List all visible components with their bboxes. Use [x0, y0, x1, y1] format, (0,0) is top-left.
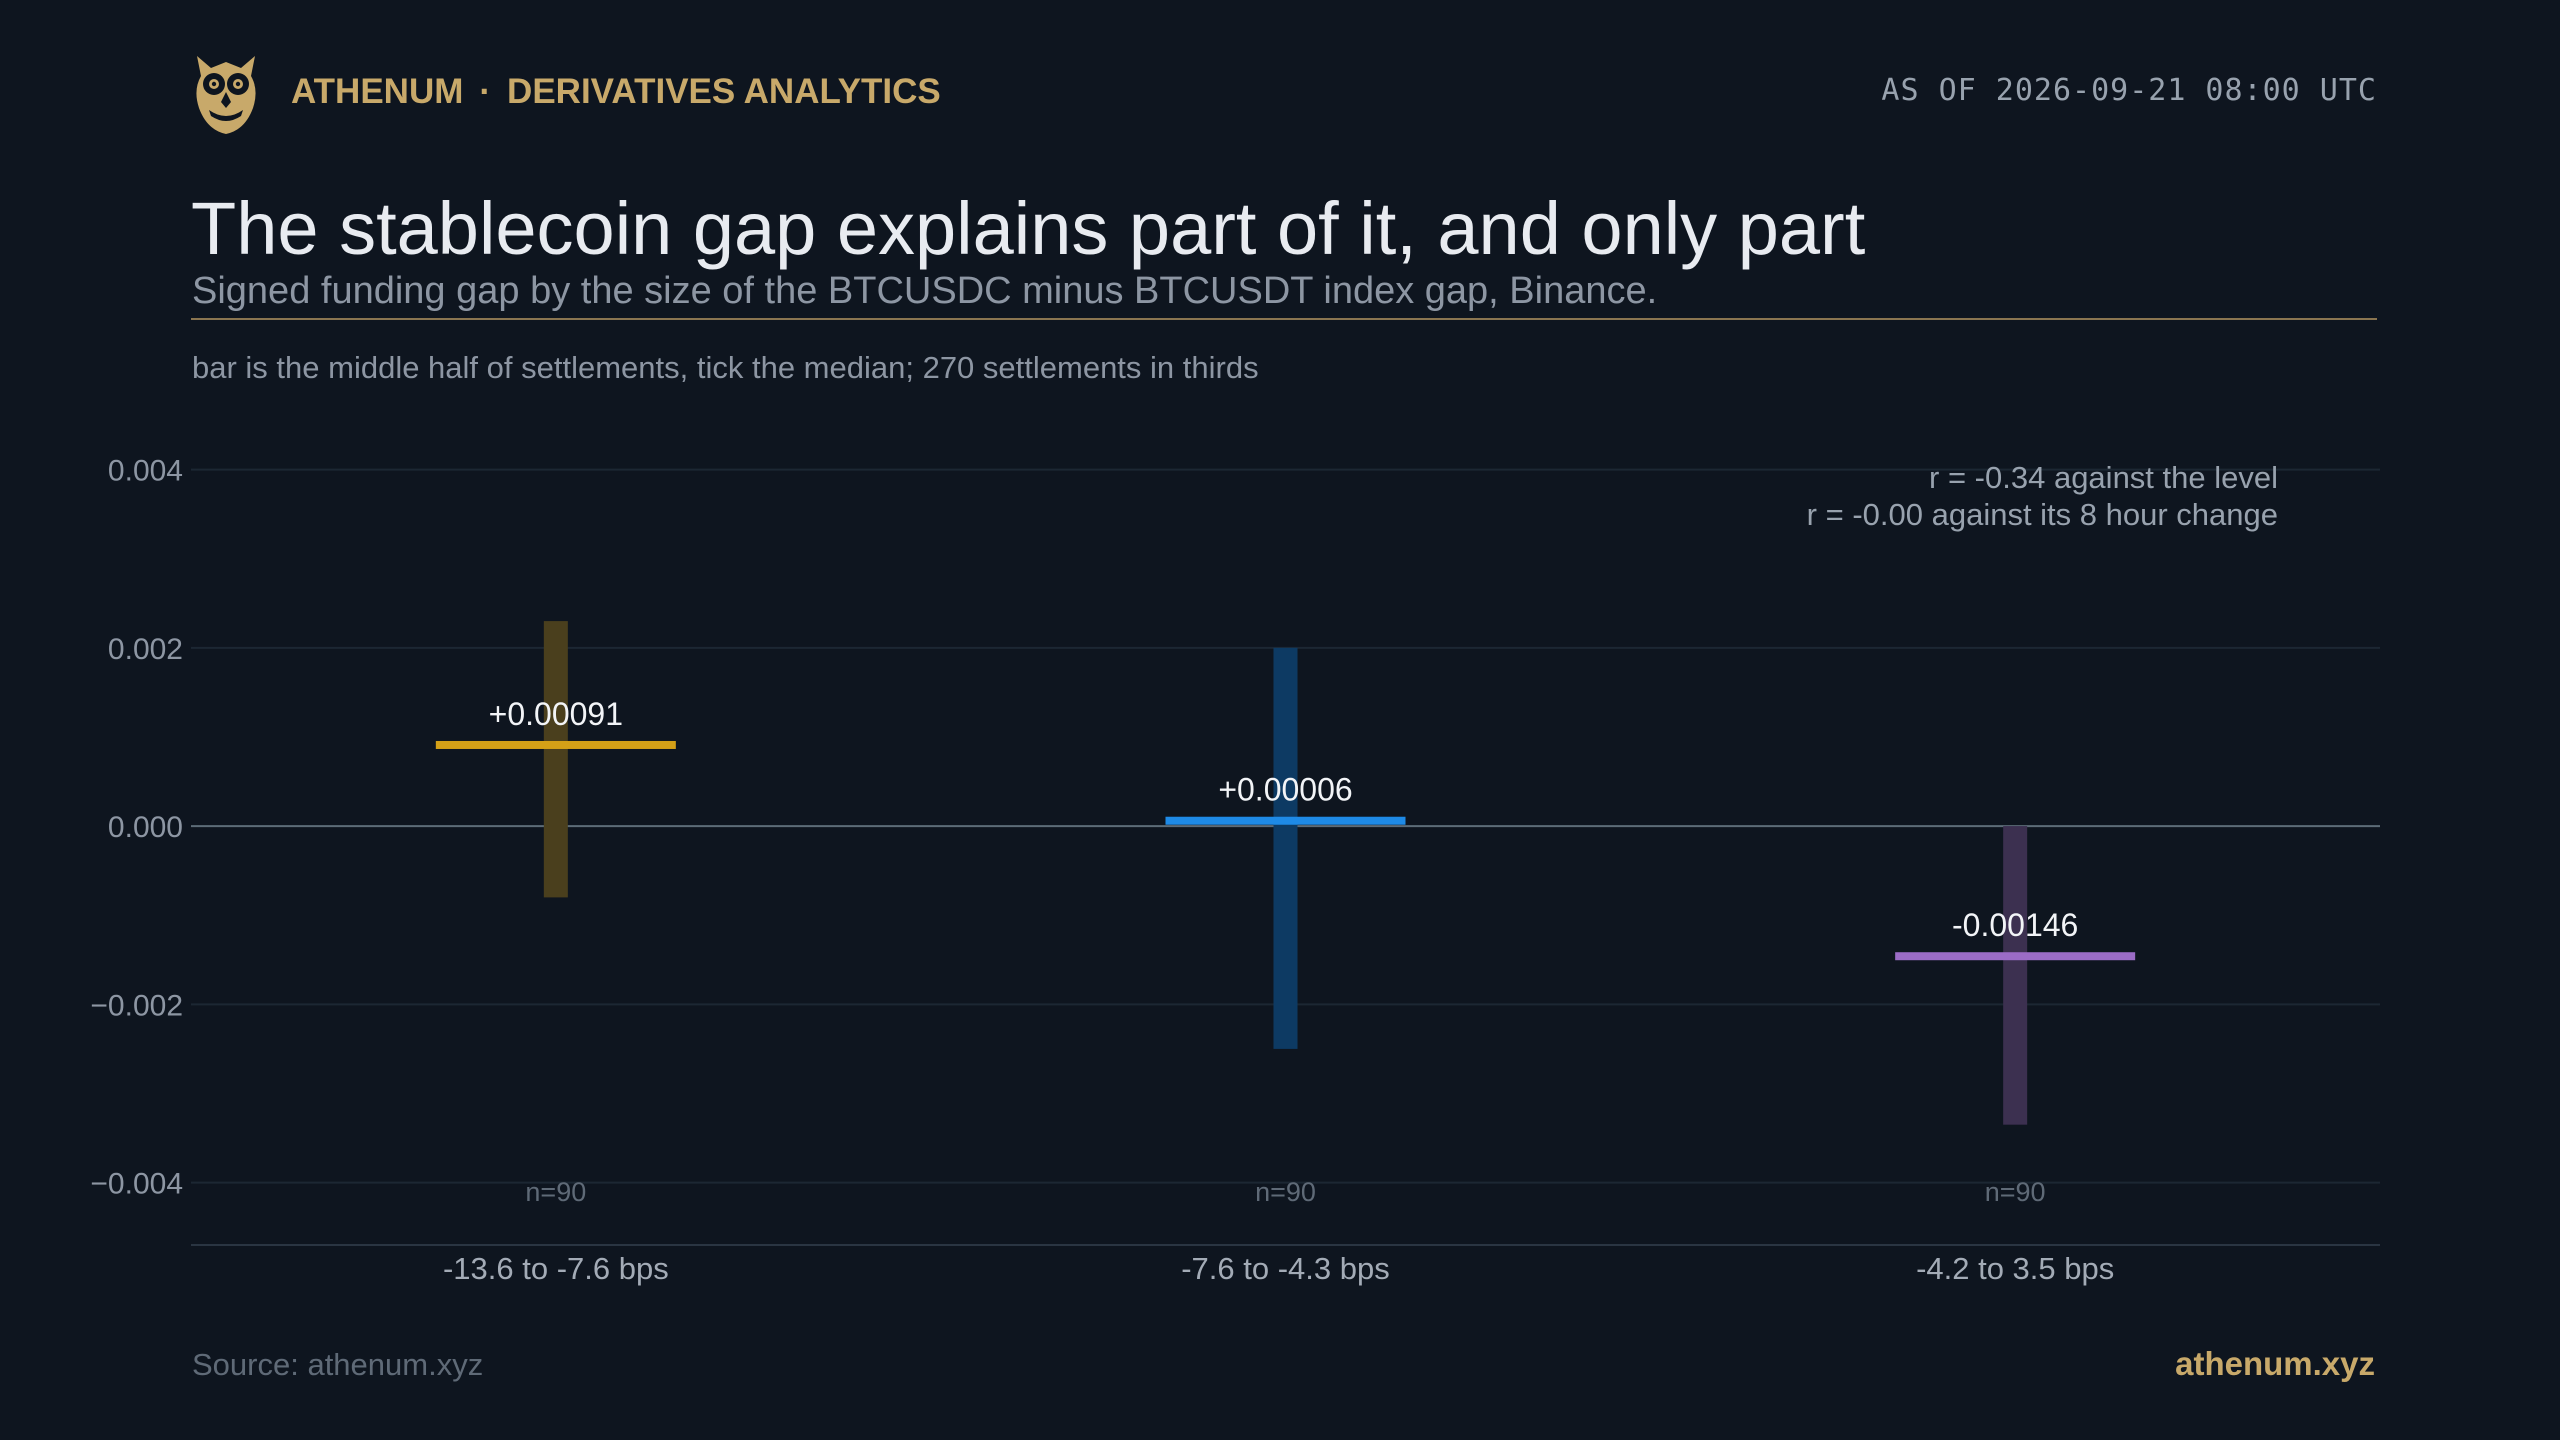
brand-name: ATHENUM: [291, 72, 464, 111]
brand-separator: ·: [479, 72, 492, 111]
iqr-bar: [2003, 826, 2028, 1125]
iqr-bars: [543, 621, 2028, 1125]
median-tick: [435, 740, 676, 749]
brand-title: ATHENUM · DERIVATIVES ANALYTICS: [291, 72, 941, 112]
count-label: n=90: [1985, 1177, 2046, 1207]
x-tick-label: -4.2 to 3.5 bps: [1916, 1251, 2114, 1286]
chart-note: bar is the middle half of settlements, t…: [192, 350, 1259, 385]
page-title: The stablecoin gap explains part of it, …: [191, 187, 1866, 270]
median-label: +0.00091: [489, 696, 623, 732]
y-tick-label: 0.002: [108, 633, 183, 666]
median-tick: [1165, 816, 1406, 825]
median-tick: [1895, 952, 2136, 961]
y-tick-label: 0.004: [108, 455, 183, 488]
iqr-bar: [1273, 647, 1298, 1049]
y-tick-label: 0.000: [108, 811, 183, 844]
header: ATHENUM · DERIVATIVES ANALYTICS AS OF 2026…: [191, 48, 2377, 136]
median-label: -0.00146: [1952, 907, 2078, 943]
x-axis-ticks: -13.6 to -7.6 bps -7.6 to -4.3 bps -4.2 to…: [443, 1251, 2114, 1286]
page-subtitle: Signed funding gap by the size of the BT…: [192, 270, 1658, 312]
median-ticks: [435, 740, 2136, 961]
footer-source: Source: athenum.xyz: [192, 1347, 484, 1382]
footer-site-link[interactable]: athenum.xyz: [2175, 1345, 2375, 1382]
x-tick-label: -13.6 to -7.6 bps: [443, 1251, 669, 1286]
brand-section: DERIVATIVES ANALYTICS: [507, 72, 941, 111]
count-labels: n=90 n=90 n=90: [525, 1177, 2045, 1207]
title-divider: [191, 318, 2377, 320]
annotation-text: r = -0.00 against its 8 hour change: [1807, 497, 2278, 532]
median-label: +0.00006: [1218, 772, 1352, 808]
y-tick-label: −0.002: [90, 989, 183, 1022]
count-label: n=90: [525, 1177, 586, 1207]
y-tick-label: −0.004: [90, 1168, 183, 1201]
annotation-text: r = -0.34 against the level: [1929, 460, 2278, 495]
x-tick-label: -7.6 to -4.3 bps: [1181, 1251, 1390, 1286]
median-labels: +0.00091 +0.00006 -0.00146: [489, 696, 2079, 943]
owl-icon: [196, 56, 256, 134]
iqr-bar: [543, 621, 568, 898]
y-axis-ticks: 0.004 0.002 0.000 −0.002 −0.004: [90, 455, 183, 1201]
as-of-timestamp: AS OF 2026-09-21 08:00 UTC: [1881, 73, 2377, 108]
count-label: n=90: [1255, 1177, 1316, 1207]
